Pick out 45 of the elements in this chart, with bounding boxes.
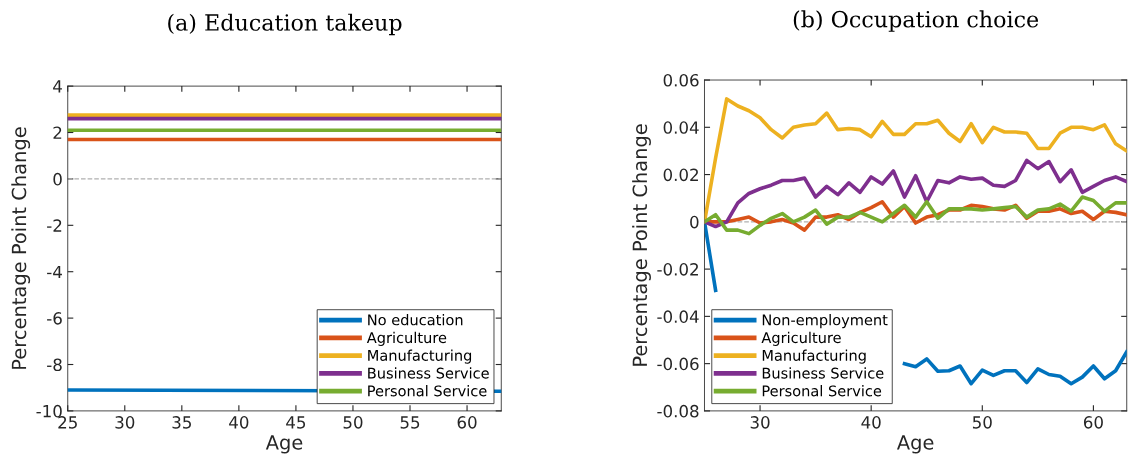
line-series bbox=[704, 158, 1127, 229]
legend-label: Manufacturing bbox=[368, 349, 472, 364]
x-tick-label: 40 bbox=[229, 416, 249, 429]
y-tick-label: -8 bbox=[47, 358, 62, 372]
x-tick-label: 30 bbox=[750, 416, 770, 429]
legend-label: Agriculture bbox=[366, 331, 447, 346]
legend-label: Business Service bbox=[368, 367, 489, 379]
y-tick-label: -0.06 bbox=[657, 357, 699, 371]
legend-label: No education bbox=[368, 314, 463, 326]
y-tick-label: 0.04 bbox=[663, 121, 699, 134]
y-axis-title: Percentage Point Change bbox=[632, 124, 651, 366]
y-axis-title: Percentage Point Change bbox=[11, 127, 31, 369]
legend-label: Manufacturing bbox=[762, 349, 866, 364]
x-tick-label: 25 bbox=[58, 416, 77, 429]
x-tick-label: 60 bbox=[1083, 416, 1103, 429]
legend-label: Business Service bbox=[762, 367, 884, 379]
x-axis-title: Age bbox=[265, 435, 303, 454]
legend-label: Personal Service bbox=[762, 385, 882, 397]
y-tick-label: -0.02 bbox=[657, 263, 698, 276]
y-tick-label: -10 bbox=[36, 404, 62, 418]
x-tick-label: 50 bbox=[343, 416, 363, 429]
y-tick-label: -0.04 bbox=[657, 310, 699, 323]
legend-label: Non-employment bbox=[762, 314, 888, 329]
legend-label: Agriculture bbox=[761, 331, 841, 346]
y-tick-label: 0.02 bbox=[663, 168, 698, 182]
x-tick-label: 55 bbox=[400, 416, 420, 429]
x-tick-label: 40 bbox=[861, 416, 881, 429]
x-tick-label: 60 bbox=[457, 416, 477, 429]
y-tick-label: -6 bbox=[47, 312, 62, 325]
chart-title: (b) Occupation choice bbox=[793, 10, 1039, 32]
y-tick-label: -4 bbox=[47, 265, 62, 279]
legend-label: Personal Service bbox=[368, 385, 487, 397]
y-tick-label: 0.06 bbox=[663, 73, 699, 87]
y-tick-label: 0 bbox=[53, 172, 62, 186]
chart-title: (a) Education takeup bbox=[168, 13, 402, 36]
x-tick-label: 45 bbox=[286, 416, 306, 429]
y-tick-label: -0.08 bbox=[657, 404, 699, 418]
x-tick-label: 30 bbox=[115, 416, 135, 429]
y-tick-label: 2 bbox=[53, 126, 62, 139]
x-tick-label: 50 bbox=[972, 416, 992, 429]
y-tick-label: 0 bbox=[690, 215, 699, 229]
x-axis-title: Age bbox=[896, 435, 934, 454]
y-tick-label: 4 bbox=[53, 80, 62, 93]
y-tick-label: -2 bbox=[47, 219, 62, 232]
x-tick-label: 35 bbox=[172, 416, 191, 429]
